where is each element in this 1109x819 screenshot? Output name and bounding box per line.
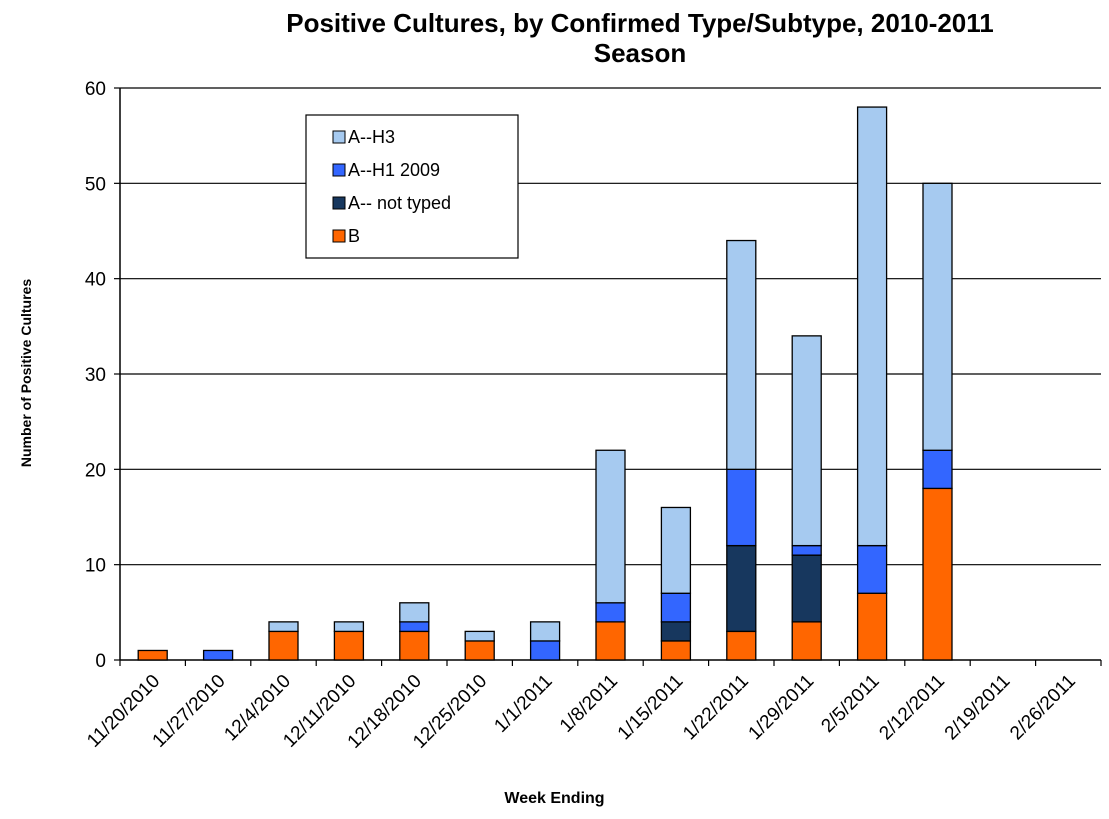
chart-title-line1: Positive Cultures, by Confirmed Type/Sub… — [286, 8, 994, 38]
bar-segment — [529, 621, 561, 642]
x-tick-label: 2/5/2011 — [817, 671, 883, 737]
x-tick-label: 1/29/2011 — [745, 671, 819, 745]
bar-segment — [791, 335, 822, 547]
bar-segment — [333, 621, 365, 633]
bar-segment — [399, 602, 430, 623]
bar-segment — [726, 239, 757, 470]
bar-segment — [791, 544, 822, 556]
x-axis-label: Week Ending — [504, 790, 605, 807]
bar-segment — [595, 449, 626, 604]
legend-label: A-- not typed — [348, 193, 451, 213]
bar-segment — [726, 468, 757, 547]
bar-segment — [333, 630, 365, 661]
bar-segment — [595, 602, 626, 623]
legend-label: B — [348, 226, 360, 246]
legend-swatch — [332, 130, 346, 144]
bar-segment — [726, 630, 757, 661]
legend-swatch — [332, 196, 346, 210]
x-tick-label: 1/22/2011 — [679, 671, 753, 745]
bar-segment — [791, 554, 822, 623]
y-tick-label: 40 — [85, 270, 106, 291]
x-tick-label: 2/19/2011 — [941, 671, 1015, 745]
y-tick-label: 30 — [85, 365, 106, 386]
chart-title-line2: Season — [593, 38, 687, 68]
bar-segment — [595, 621, 626, 661]
bar-segment — [399, 621, 430, 633]
bar-segment — [660, 621, 692, 642]
bar-segment — [529, 640, 561, 661]
bar-segment — [660, 592, 692, 623]
bar-segment — [137, 649, 168, 661]
legend-swatch — [332, 163, 346, 177]
bar-segment — [726, 544, 757, 633]
x-tick-label: 2/12/2011 — [875, 671, 949, 745]
bar-segment — [268, 630, 299, 661]
bar-segment — [856, 592, 888, 661]
bar-segment — [268, 621, 299, 633]
bar-segment — [399, 630, 430, 661]
x-tick-label: 2/26/2011 — [1006, 671, 1080, 745]
y-tick-label: 10 — [85, 556, 106, 577]
x-tick-label: 1/1/2011 — [490, 671, 556, 737]
bar-segment — [922, 449, 953, 490]
legend-label: A--H3 — [348, 127, 395, 147]
chart-title: Positive Cultures, by Confirmed Type/Sub… — [200, 8, 1080, 68]
bar-segment — [660, 506, 692, 594]
legend-label: A--H1 2009 — [348, 160, 440, 180]
bar-segment — [464, 640, 495, 661]
legend-swatch — [332, 229, 346, 243]
y-tick-label: 20 — [85, 460, 106, 481]
y-tick-label: 60 — [85, 79, 106, 100]
bar-segment — [660, 640, 692, 661]
bar-segment — [856, 544, 888, 594]
bar-segment — [856, 106, 888, 547]
bar-segment — [464, 630, 495, 642]
x-tick-label: 1/8/2011 — [556, 671, 622, 737]
bar-segment — [791, 621, 822, 661]
bar-segment — [202, 649, 234, 661]
y-tick-label: 0 — [95, 651, 106, 672]
bar-segment — [922, 182, 953, 451]
y-tick-label: 50 — [85, 174, 106, 195]
bar-segment — [922, 487, 953, 661]
x-tick-label: 1/15/2011 — [614, 671, 688, 745]
